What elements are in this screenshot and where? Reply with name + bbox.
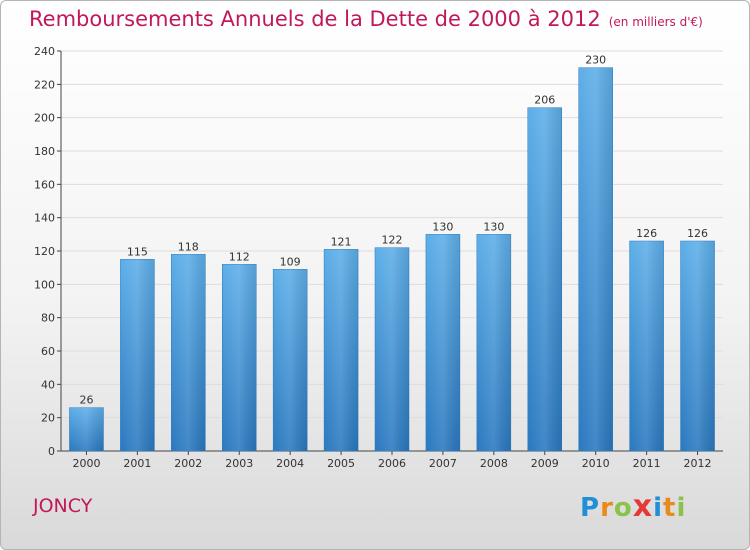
commune-name: JONCY xyxy=(33,495,93,517)
data-label: 130 xyxy=(483,220,504,233)
data-label: 112 xyxy=(229,250,250,263)
x-tick-label: 2006 xyxy=(378,457,406,470)
chart-title: Remboursements Annuels de la Dette de 20… xyxy=(29,7,703,31)
y-tick-label: 240 xyxy=(34,45,55,58)
y-tick-label: 40 xyxy=(41,378,55,391)
data-label: 126 xyxy=(687,227,708,240)
bar-shine xyxy=(425,234,460,451)
y-tick-label: 120 xyxy=(34,245,55,258)
bar-shine xyxy=(324,249,359,451)
x-tick-label: 2007 xyxy=(429,457,457,470)
logo-letter: x xyxy=(632,489,654,524)
bar-shine xyxy=(222,264,257,451)
y-tick-label: 140 xyxy=(34,212,55,225)
data-label: 109 xyxy=(280,255,301,268)
data-label: 230 xyxy=(585,54,606,67)
data-labels: 26 115 118 112 109 121 122 130 130 206 230 126 126 xyxy=(79,54,708,407)
x-tick-label: 2008 xyxy=(480,457,508,470)
bar-shine xyxy=(527,107,562,452)
y-tick-label: 100 xyxy=(34,278,55,291)
axes: 0 20 40 60 80 100 120 140 160 180 200 220 240 2000 200… xyxy=(34,45,723,470)
bar-shine xyxy=(680,241,715,451)
bar-shine xyxy=(120,259,155,451)
x-tick-label: 2001 xyxy=(123,457,151,470)
logo-letter: r xyxy=(600,493,614,523)
proxiti-logo: Proxiti xyxy=(580,489,686,524)
y-tick-label: 220 xyxy=(34,78,55,91)
bars xyxy=(69,67,715,452)
y-tick-label: 0 xyxy=(48,445,55,458)
x-tick-label: 2000 xyxy=(72,457,100,470)
bar-shine xyxy=(578,67,613,452)
y-tick-label: 180 xyxy=(34,145,55,158)
logo-letter: i xyxy=(676,493,687,523)
data-label: 26 xyxy=(79,394,93,407)
logo-letter: i xyxy=(653,493,664,523)
logo-letter: o xyxy=(613,493,633,523)
data-label: 126 xyxy=(636,227,657,240)
bar-shine xyxy=(273,269,308,451)
x-tick-label: 2004 xyxy=(276,457,304,470)
x-tick-label: 2011 xyxy=(633,457,661,470)
y-tick-label: 200 xyxy=(34,112,55,125)
data-label: 130 xyxy=(432,220,453,233)
y-tick-label: 160 xyxy=(34,178,55,191)
title-text: Remboursements Annuels de la Dette de 20… xyxy=(29,7,601,31)
data-label: 115 xyxy=(127,245,148,258)
x-tick-label: 2002 xyxy=(174,457,202,470)
data-label: 122 xyxy=(382,234,403,247)
y-tick-label: 60 xyxy=(41,345,55,358)
y-tick-label: 80 xyxy=(41,312,55,325)
bar-shine xyxy=(629,241,664,451)
bar-shine xyxy=(476,234,511,451)
y-tick-label: 20 xyxy=(41,412,55,425)
data-label: 206 xyxy=(534,94,555,107)
x-tick-label: 2012 xyxy=(684,457,712,470)
x-tick-label: 2009 xyxy=(531,457,559,470)
data-label: 118 xyxy=(178,240,199,253)
logo-letter: t xyxy=(663,493,677,523)
bar-shine xyxy=(375,247,409,451)
x-tick-label: 2010 xyxy=(582,457,610,470)
chart-subtitle: (en milliers d'€) xyxy=(608,15,703,29)
data-label: 121 xyxy=(331,235,352,248)
logo-letter: P xyxy=(580,493,601,523)
x-tick-label: 2003 xyxy=(225,457,253,470)
bar-shine xyxy=(171,254,206,451)
x-tick-label: 2005 xyxy=(327,457,355,470)
bar-shine xyxy=(69,407,104,451)
